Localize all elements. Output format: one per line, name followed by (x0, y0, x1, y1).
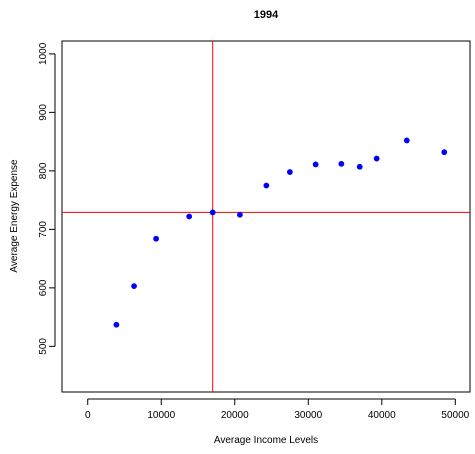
data-point (186, 213, 193, 220)
y-tick-label: 800 (38, 162, 49, 179)
plot-frame (61, 40, 471, 393)
data-point (286, 169, 293, 175)
data-point (356, 163, 363, 170)
x-tick-label: 30000 (294, 410, 322, 421)
x-tick-label: 0 (85, 410, 91, 421)
data-point (113, 321, 120, 328)
x-axis-title: Average Income Levels (214, 435, 318, 446)
data-point (373, 155, 380, 162)
y-tick-label: 900 (38, 104, 49, 121)
data-point (153, 235, 159, 242)
data-point (441, 149, 448, 156)
data-point (403, 137, 410, 144)
y-tick-label: 600 (38, 279, 49, 296)
y-axis-title: Average Energy Expense (9, 159, 20, 273)
y-tick-label: 500 (38, 338, 49, 355)
x-tick-label: 20000 (221, 410, 249, 421)
chart-title: 1994 (254, 9, 279, 21)
data-point (131, 283, 137, 290)
data-point (312, 161, 319, 168)
data-point (237, 211, 243, 218)
y-axis: 500 600 700 800 900 1000 (38, 42, 56, 355)
data-point (209, 209, 216, 216)
data-point (263, 182, 270, 189)
y-tick-label: 700 (38, 221, 49, 238)
y-tick-label: 1000 (38, 42, 49, 65)
x-tick-label: 40000 (368, 410, 396, 421)
x-tick-label: 10000 (147, 410, 175, 421)
data-points (113, 137, 448, 328)
reference-lines (62, 41, 470, 392)
x-axis: 0 10000 20000 30000 40000 50000 (85, 398, 470, 421)
x-tick-label: 50000 (441, 410, 469, 421)
data-point (338, 160, 345, 167)
